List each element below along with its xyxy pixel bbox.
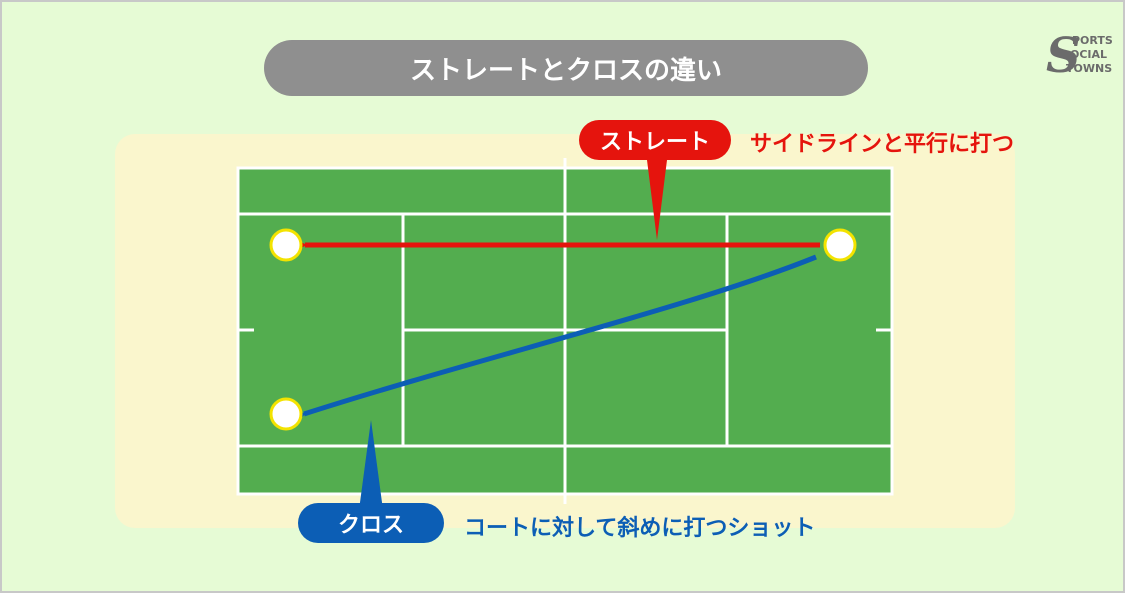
title-banner: ストレートとクロスの違い (264, 40, 868, 96)
tennis-ball-icon (269, 397, 303, 431)
logo-line-1: PORTS (1072, 34, 1113, 47)
tennis-ball-icon (823, 228, 857, 262)
cross-description: コートに対して斜めに打つショット (464, 516, 816, 541)
tennis-ball-icon (269, 228, 303, 262)
logo-line-3: TOWNS (1066, 62, 1112, 75)
straight-label-pill: ストレート (579, 120, 731, 160)
straight-description: サイドラインと平行に打つ (750, 132, 1015, 157)
sports-social-towns-logo: S PORTS OCIAL TOWNS (1046, 28, 1113, 84)
straight-label: ストレート (599, 130, 710, 155)
title-text: ストレートとクロスの違い (409, 55, 722, 86)
cross-callout-pointer (359, 420, 383, 510)
logo-letter: S (1046, 28, 1081, 84)
cross-label-pill: クロス (298, 503, 444, 543)
straight-callout-pointer (646, 152, 668, 240)
cross-shot-arrow (294, 254, 817, 422)
logo-line-2: OCIAL (1070, 48, 1107, 61)
cross-label: クロス (337, 513, 404, 538)
